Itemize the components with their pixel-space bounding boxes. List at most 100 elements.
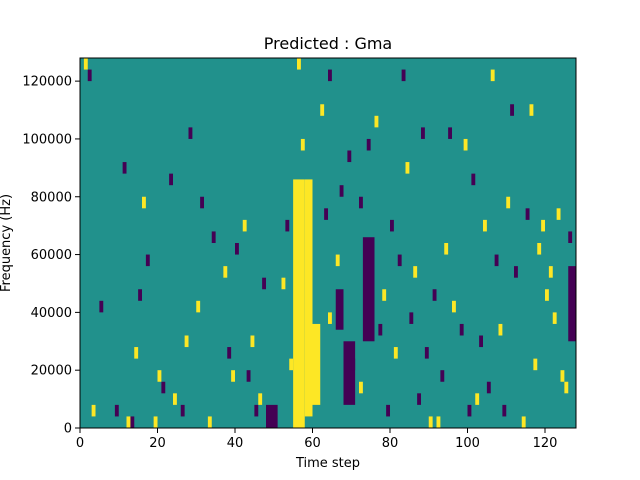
- y-tick-label: 20000: [31, 364, 72, 379]
- heatmap-cell-high: [157, 370, 162, 382]
- heatmap-cell-low: [479, 335, 484, 348]
- y-tick-label: 120000: [22, 75, 72, 90]
- x-tick-label: 120: [533, 436, 558, 451]
- heatmap-cell-high: [533, 358, 538, 371]
- heatmap-cell-high: [413, 266, 418, 278]
- heatmap-cell-high: [242, 219, 247, 232]
- heatmap-cell-high: [498, 323, 503, 336]
- heatmap-cell-low: [417, 393, 422, 405]
- heatmap-cell-high: [359, 381, 363, 394]
- heatmap-cell-low: [262, 277, 267, 290]
- heatmap-cell-low: [502, 404, 507, 417]
- chart-title: Predicted : Gma: [264, 34, 392, 53]
- heatmap-cell-low: [514, 266, 518, 278]
- heatmap-cell-low: [494, 254, 499, 267]
- heatmap-cell-low: [200, 196, 205, 209]
- heatmap-band-low: [362, 237, 375, 342]
- heatmap-cell-high: [374, 115, 379, 128]
- heatmap-cell-high: [556, 208, 561, 220]
- x-tick-label: 60: [304, 436, 321, 451]
- heatmap-cell-low: [145, 254, 150, 267]
- x-tick-label: 100: [455, 436, 480, 451]
- x-tick-label: 80: [382, 436, 399, 451]
- heatmap-cell-high: [521, 416, 526, 428]
- heatmap-cell-high: [452, 300, 456, 313]
- heatmap-cell-low: [378, 323, 383, 336]
- heatmap-band-low: [335, 289, 344, 330]
- heatmap-cell-low: [99, 300, 104, 313]
- heatmap-cell-high: [444, 243, 449, 255]
- heatmap-cell-high: [393, 347, 398, 359]
- heatmap-background: [80, 58, 576, 428]
- axes-frame: [79, 57, 577, 429]
- heatmap-cell-low: [347, 150, 352, 163]
- heatmap-cell-low: [211, 231, 216, 243]
- heatmap-cell-high: [560, 370, 565, 382]
- heatmap-cell-high: [300, 138, 305, 151]
- heatmap-cell-high: [91, 404, 96, 417]
- heatmap-cell-high: [382, 289, 387, 301]
- heatmap-cell-low: [471, 173, 476, 186]
- heatmap-cell-low: [285, 219, 290, 232]
- heatmap-cell-high: [552, 312, 557, 324]
- heatmap-cell-low: [366, 138, 371, 151]
- heatmap-cell-high: [83, 58, 88, 70]
- heatmap-band-low: [568, 266, 576, 342]
- heatmap-cell-high: [428, 416, 433, 428]
- heatmap-cell-high: [490, 69, 495, 82]
- heatmap-band-high: [293, 179, 305, 428]
- heatmap-cell-high: [320, 104, 325, 116]
- heatmap-cell-low: [339, 185, 344, 197]
- heatmap-cell-high: [328, 312, 332, 324]
- heatmap-cell-high: [463, 138, 468, 151]
- heatmap-cell-low: [448, 127, 453, 139]
- y-tick-label: 100000: [22, 132, 72, 147]
- heatmap-cell-low: [401, 69, 406, 82]
- heatmap-cell-high: [541, 219, 546, 232]
- heatmap-cell-high: [405, 162, 410, 174]
- heatmap-cell-low: [227, 347, 232, 359]
- heatmap-cell-high: [545, 289, 549, 301]
- heatmap-cell-high: [173, 393, 177, 405]
- heatmap-cell-high: [196, 300, 201, 313]
- heatmap-cell-low: [467, 404, 472, 417]
- heatmap-cell-high: [126, 416, 131, 428]
- heatmap-cell-low: [188, 127, 193, 139]
- heatmap-cell-low: [510, 104, 515, 116]
- y-tick-label: 0: [64, 422, 72, 437]
- heatmap-cell-low: [459, 323, 464, 336]
- heatmap-cell-low: [421, 127, 425, 139]
- heatmap-cell-low: [432, 289, 437, 301]
- heatmap-cell-low: [359, 196, 363, 209]
- x-tick-label: 40: [227, 436, 244, 451]
- heatmap-cell-low: [122, 162, 127, 174]
- heatmap-cell-low: [390, 219, 394, 232]
- heatmap-cell-high: [258, 393, 263, 405]
- plot-area: [80, 58, 577, 429]
- heatmap-cell-high: [564, 381, 569, 394]
- heatmap-cell-high: [506, 196, 511, 209]
- heatmap-cell-low: [328, 69, 332, 82]
- heatmap-cell-low: [130, 416, 135, 428]
- heatmap-cell-high: [153, 416, 158, 428]
- heatmap-cell-low: [235, 243, 239, 255]
- heatmap-cell-low: [386, 404, 391, 417]
- heatmap-cell-high: [250, 335, 255, 348]
- heatmap-cell-low: [161, 381, 166, 394]
- heatmap-band-high: [312, 323, 321, 405]
- heatmap-cell-high: [281, 277, 286, 290]
- heatmap-cell-low: [409, 312, 414, 324]
- heatmap-cell-low: [87, 69, 92, 82]
- heatmap-cell-high: [436, 416, 441, 428]
- heatmap-cell-low: [114, 404, 119, 417]
- heatmap-cell-high: [142, 196, 146, 209]
- heatmap-cell-low: [138, 289, 143, 301]
- y-tick-label: 40000: [31, 306, 72, 321]
- heatmap-cell-low: [486, 381, 491, 394]
- heatmap-cell-high: [223, 266, 228, 278]
- heatmap-cell-low: [351, 358, 356, 371]
- heatmap-cell-low: [397, 254, 402, 267]
- heatmap-cell-high: [231, 370, 236, 382]
- heatmap-cell-low: [440, 370, 445, 382]
